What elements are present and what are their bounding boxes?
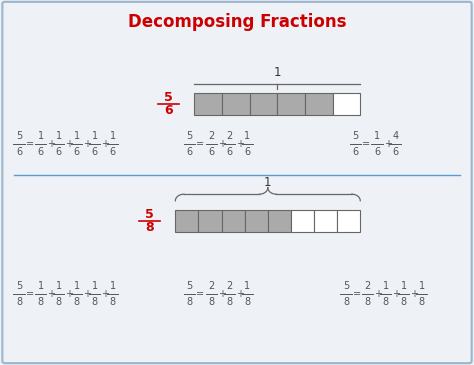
Text: 6: 6 xyxy=(91,147,98,157)
Text: +: + xyxy=(83,289,91,299)
Text: 8: 8 xyxy=(226,297,232,307)
Text: =: = xyxy=(353,289,361,299)
Text: =: = xyxy=(26,139,34,149)
Text: 8: 8 xyxy=(244,297,250,307)
Text: =: = xyxy=(196,139,204,149)
Text: +: + xyxy=(101,139,109,149)
Text: 6: 6 xyxy=(37,147,44,157)
Text: 8: 8 xyxy=(145,221,154,234)
Text: 6: 6 xyxy=(73,147,80,157)
Text: 6: 6 xyxy=(55,147,62,157)
Text: 6: 6 xyxy=(208,147,214,157)
Text: 2: 2 xyxy=(208,281,214,291)
Bar xyxy=(291,210,314,232)
Text: 6: 6 xyxy=(353,147,358,157)
Text: 8: 8 xyxy=(401,297,407,307)
Text: 5: 5 xyxy=(186,131,193,141)
Text: 1: 1 xyxy=(55,281,62,291)
Text: 8: 8 xyxy=(343,297,349,307)
Text: 8: 8 xyxy=(91,297,98,307)
Bar xyxy=(199,210,222,232)
Text: =: = xyxy=(362,139,370,149)
Text: 5: 5 xyxy=(145,208,154,221)
Text: =: = xyxy=(196,289,204,299)
Text: 2: 2 xyxy=(226,281,232,291)
Bar xyxy=(222,93,250,115)
Text: 6: 6 xyxy=(226,147,232,157)
Text: 5: 5 xyxy=(16,281,22,291)
Text: 1: 1 xyxy=(401,281,407,291)
Text: +: + xyxy=(218,139,226,149)
Text: 1: 1 xyxy=(264,176,272,189)
Bar xyxy=(277,93,305,115)
Bar xyxy=(221,210,245,232)
Text: 1: 1 xyxy=(383,281,389,291)
Text: 5: 5 xyxy=(343,281,349,291)
Text: 1: 1 xyxy=(244,131,250,141)
Text: 6: 6 xyxy=(392,147,398,157)
Text: 8: 8 xyxy=(16,297,22,307)
Text: +: + xyxy=(65,289,73,299)
Bar xyxy=(305,93,333,115)
Bar xyxy=(314,210,337,232)
Text: 8: 8 xyxy=(55,297,62,307)
Bar xyxy=(245,210,268,232)
Text: 8: 8 xyxy=(365,297,371,307)
Text: 1: 1 xyxy=(37,281,44,291)
Bar xyxy=(194,93,222,115)
Text: 1: 1 xyxy=(55,131,62,141)
Text: Decomposing Fractions: Decomposing Fractions xyxy=(128,13,346,31)
Text: 1: 1 xyxy=(244,281,250,291)
Text: +: + xyxy=(236,139,244,149)
Text: 6: 6 xyxy=(374,147,380,157)
Text: 5: 5 xyxy=(352,131,359,141)
Text: +: + xyxy=(47,289,55,299)
Text: +: + xyxy=(65,139,73,149)
Text: 1: 1 xyxy=(419,281,425,291)
Bar xyxy=(268,210,291,232)
Text: 1: 1 xyxy=(91,281,98,291)
Text: 1: 1 xyxy=(37,131,44,141)
Text: 1: 1 xyxy=(109,281,116,291)
Text: 1: 1 xyxy=(73,281,80,291)
Text: 4: 4 xyxy=(392,131,398,141)
Text: 6: 6 xyxy=(109,147,116,157)
Text: 8: 8 xyxy=(109,297,116,307)
Text: 2: 2 xyxy=(226,131,232,141)
Text: +: + xyxy=(47,139,55,149)
Text: +: + xyxy=(410,289,419,299)
Bar xyxy=(175,210,199,232)
Text: 8: 8 xyxy=(37,297,44,307)
Text: +: + xyxy=(236,289,244,299)
Text: 1: 1 xyxy=(273,66,281,80)
Text: +: + xyxy=(83,139,91,149)
Text: 1: 1 xyxy=(91,131,98,141)
Text: 8: 8 xyxy=(419,297,425,307)
Text: 6: 6 xyxy=(244,147,250,157)
Text: +: + xyxy=(218,289,226,299)
Bar xyxy=(337,210,360,232)
Text: +: + xyxy=(101,289,109,299)
Text: =: = xyxy=(26,289,34,299)
Text: +: + xyxy=(392,289,401,299)
Text: 6: 6 xyxy=(16,147,22,157)
Text: 8: 8 xyxy=(383,297,389,307)
Text: 5: 5 xyxy=(186,281,193,291)
Text: 1: 1 xyxy=(374,131,380,141)
Text: 8: 8 xyxy=(73,297,80,307)
Text: 2: 2 xyxy=(365,281,371,291)
Text: 1: 1 xyxy=(73,131,80,141)
Text: 2: 2 xyxy=(208,131,214,141)
Bar xyxy=(250,93,277,115)
Text: 8: 8 xyxy=(187,297,192,307)
Text: 1: 1 xyxy=(109,131,116,141)
Text: +: + xyxy=(374,289,383,299)
Bar xyxy=(333,93,360,115)
Text: 5: 5 xyxy=(164,91,173,104)
Text: 8: 8 xyxy=(208,297,214,307)
Text: 5: 5 xyxy=(16,131,22,141)
Text: 6: 6 xyxy=(164,104,173,117)
Text: 6: 6 xyxy=(187,147,192,157)
Text: +: + xyxy=(384,139,392,149)
